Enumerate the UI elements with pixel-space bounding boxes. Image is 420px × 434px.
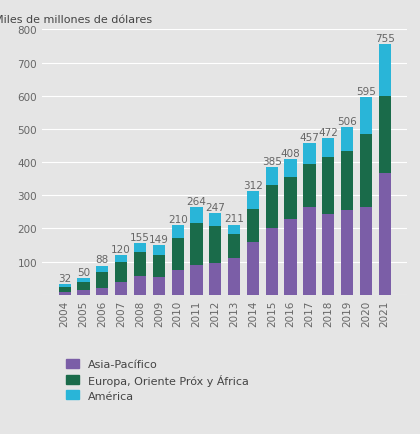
Bar <box>115 255 127 263</box>
Text: 247: 247 <box>205 202 225 212</box>
Legend: Asia-Pacífico, Europa, Oriente Próx y África, América: Asia-Pacífico, Europa, Oriente Próx y Áf… <box>66 359 249 401</box>
Text: 211: 211 <box>224 214 244 224</box>
Bar <box>360 98 372 135</box>
Text: 264: 264 <box>186 197 206 207</box>
Bar <box>134 252 146 276</box>
Bar <box>190 208 202 224</box>
Bar <box>77 291 89 295</box>
Bar <box>115 282 127 295</box>
Bar <box>171 239 184 270</box>
Bar <box>59 287 71 293</box>
Bar <box>360 207 372 295</box>
Text: 457: 457 <box>299 132 319 142</box>
Text: 155: 155 <box>130 233 150 243</box>
Bar <box>59 293 71 295</box>
Text: 32: 32 <box>58 273 71 283</box>
Bar <box>360 135 372 207</box>
Bar <box>247 242 259 295</box>
Bar <box>190 224 202 265</box>
Text: 50: 50 <box>77 267 90 277</box>
Bar <box>96 288 108 295</box>
Bar <box>265 186 278 229</box>
Bar <box>284 219 297 295</box>
Bar <box>378 97 391 173</box>
Text: 88: 88 <box>96 255 109 265</box>
Bar <box>284 178 297 219</box>
Bar <box>378 45 391 97</box>
Text: 472: 472 <box>318 128 338 138</box>
Bar <box>303 164 315 207</box>
Bar <box>171 226 184 239</box>
Bar <box>153 246 165 255</box>
Bar <box>341 211 353 295</box>
Bar <box>322 158 334 214</box>
Bar <box>341 128 353 151</box>
Text: 149: 149 <box>149 234 169 244</box>
Bar <box>228 259 240 295</box>
Bar <box>303 144 315 164</box>
Text: 312: 312 <box>243 181 263 191</box>
Bar <box>247 209 259 242</box>
Bar <box>378 173 391 295</box>
Bar <box>322 139 334 158</box>
Bar <box>341 151 353 211</box>
Text: 755: 755 <box>375 34 395 44</box>
Text: 595: 595 <box>356 87 376 97</box>
Text: 506: 506 <box>337 116 357 126</box>
Bar <box>153 277 165 295</box>
Bar <box>96 266 108 272</box>
Bar <box>209 264 221 295</box>
Bar <box>303 207 315 295</box>
Bar <box>190 265 202 295</box>
Text: 385: 385 <box>262 156 282 166</box>
Bar <box>134 276 146 295</box>
Bar <box>209 214 221 227</box>
Bar <box>77 279 89 283</box>
Text: 120: 120 <box>111 244 131 254</box>
Bar <box>228 235 240 259</box>
Bar <box>265 229 278 295</box>
Bar <box>247 192 259 209</box>
Text: 408: 408 <box>281 149 300 159</box>
Bar <box>153 255 165 277</box>
Bar <box>209 227 221 264</box>
Bar <box>284 160 297 178</box>
Bar <box>322 214 334 295</box>
Bar <box>265 168 278 186</box>
Bar <box>115 263 127 282</box>
Bar <box>96 272 108 288</box>
Bar <box>134 244 146 252</box>
Bar <box>77 283 89 291</box>
Text: Miles de millones de dólares: Miles de millones de dólares <box>0 15 152 25</box>
Bar <box>59 285 71 287</box>
Text: 210: 210 <box>168 214 187 224</box>
Bar <box>171 270 184 295</box>
Bar <box>228 225 240 235</box>
